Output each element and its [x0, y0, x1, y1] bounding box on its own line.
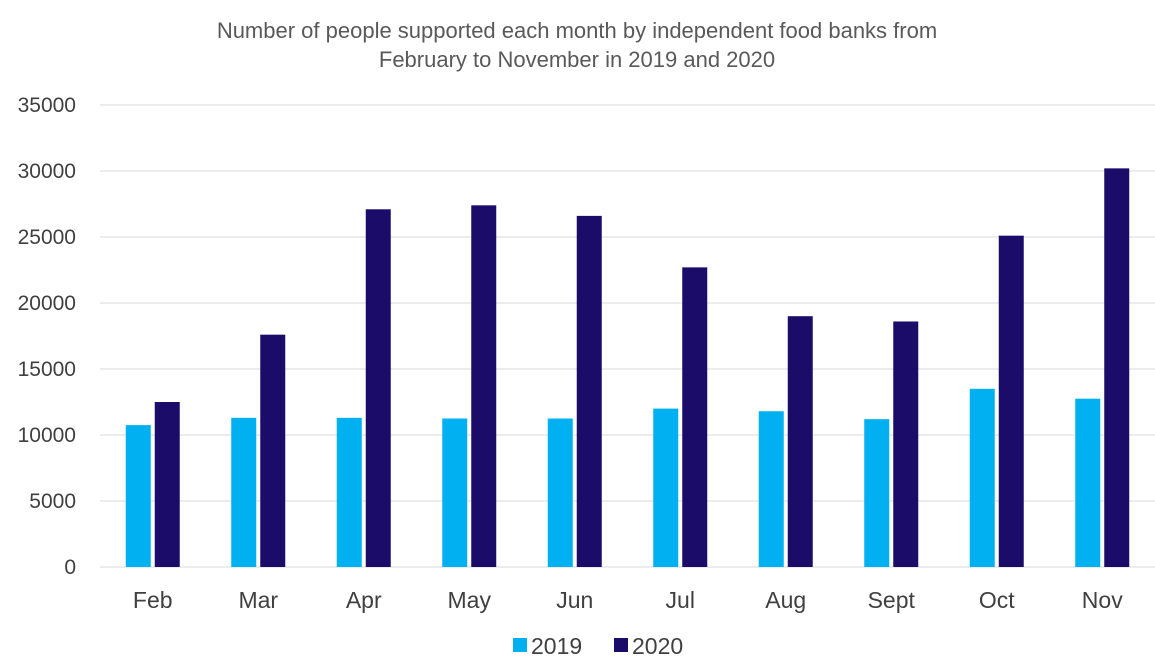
x-tick-label-sept: Sept — [868, 587, 916, 613]
x-tick-label-jul: Jul — [666, 587, 695, 613]
bar-2019-May — [442, 418, 468, 567]
legend-label-2019: 2019 — [531, 633, 582, 659]
y-tick-label: 25000 — [18, 226, 76, 249]
x-tick-label-aug: Aug — [765, 587, 806, 613]
bar-2020-Jun — [576, 215, 602, 567]
y-tick-label: 35000 — [18, 94, 76, 117]
bar-2019-Sept — [864, 419, 890, 567]
x-tick-label-apr: Apr — [346, 587, 382, 613]
y-axis-tick-labels: 0 5000 10000 15000 20000 25000 30000 35000 — [18, 94, 76, 579]
bar-2020-Apr — [365, 209, 391, 567]
bar-2019-Nov — [1075, 398, 1101, 567]
bar-2020-Nov — [1104, 168, 1130, 568]
bar-2020-Oct — [998, 235, 1024, 567]
x-tick-label-jun: Jun — [556, 587, 593, 613]
y-tick-label: 15000 — [18, 358, 76, 381]
bar-2020-Sept — [893, 321, 919, 567]
legend: 2019 2020 — [513, 633, 683, 659]
gridlines — [100, 104, 1155, 568]
chart-title-line-2: February to November in 2019 and 2020 — [379, 47, 775, 72]
x-tick-label-feb: Feb — [133, 587, 173, 613]
x-tick-label-nov: Nov — [1082, 587, 1123, 613]
bar-2019-Apr — [336, 417, 362, 567]
y-tick-label: 30000 — [18, 160, 76, 183]
x-tick-label-may: May — [448, 587, 492, 613]
chart-title-line-1: Number of people supported each month by… — [217, 18, 937, 43]
bar-2020-Mar — [260, 334, 286, 567]
bars — [125, 168, 1130, 568]
x-tick-label-mar: Mar — [238, 587, 278, 613]
bar-2019-Jul — [653, 408, 679, 567]
x-axis-tick-labels: Feb Mar Apr May Jun Jul Aug Sept Oct Nov — [133, 587, 1123, 613]
legend-swatch-2020 — [614, 638, 628, 652]
bar-2020-May — [471, 205, 497, 567]
bar-2019-Aug — [758, 411, 784, 567]
bar-2020-Feb — [154, 402, 180, 567]
chart-title: Number of people supported each month by… — [217, 18, 937, 72]
y-tick-label: 20000 — [18, 292, 76, 315]
bar-2019-Oct — [969, 388, 995, 567]
bar-2019-Jun — [547, 418, 573, 567]
legend-label-2020: 2020 — [632, 633, 683, 659]
bar-2020-Jul — [682, 267, 708, 567]
y-tick-label: 10000 — [18, 424, 76, 447]
x-tick-label-oct: Oct — [979, 587, 1015, 613]
y-tick-label: 0 — [64, 556, 76, 579]
bar-2019-Feb — [125, 425, 151, 567]
bar-2020-Aug — [787, 316, 813, 567]
y-tick-label: 5000 — [29, 490, 76, 513]
bar-2019-Mar — [231, 417, 257, 567]
legend-swatch-2019 — [513, 638, 527, 652]
